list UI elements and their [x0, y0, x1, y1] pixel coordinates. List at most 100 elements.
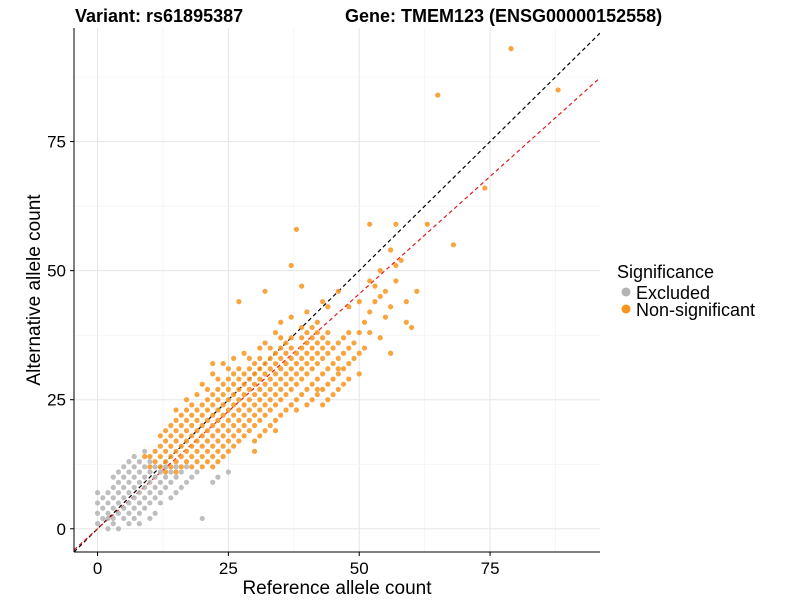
point-excluded	[94, 490, 101, 496]
point-non-significant	[183, 407, 190, 413]
point-non-significant	[283, 360, 289, 367]
point-non-significant	[278, 397, 284, 403]
point-non-significant	[335, 371, 341, 377]
point-non-significant	[236, 366, 242, 372]
point-non-significant	[168, 453, 174, 460]
point-non-significant	[225, 386, 231, 392]
point-non-significant	[220, 422, 226, 429]
point-non-significant	[220, 360, 226, 367]
point-non-significant	[215, 428, 221, 434]
point-non-significant	[215, 438, 221, 444]
point-excluded	[142, 484, 148, 491]
point-non-significant	[293, 226, 300, 232]
point-non-significant	[320, 335, 326, 341]
point-non-significant	[257, 397, 263, 403]
point-non-significant	[299, 355, 305, 362]
point-non-significant	[320, 299, 326, 305]
point-excluded	[126, 479, 132, 485]
point-non-significant	[168, 433, 174, 439]
point-excluded	[142, 448, 148, 454]
point-excluded	[94, 510, 101, 516]
point-non-significant	[157, 443, 163, 449]
legend: Significance Excluded Non-significant	[617, 262, 755, 320]
point-non-significant	[262, 381, 268, 387]
point-non-significant	[194, 438, 200, 444]
point-non-significant	[173, 417, 179, 423]
point-non-significant	[267, 376, 273, 382]
point-non-significant	[204, 407, 211, 413]
point-excluded	[136, 479, 143, 485]
point-non-significant	[482, 185, 488, 191]
point-excluded	[131, 484, 137, 491]
point-non-significant	[251, 402, 258, 408]
point-non-significant	[325, 329, 331, 336]
point-non-significant	[414, 288, 420, 294]
point-excluded	[162, 474, 169, 480]
point-non-significant	[210, 371, 216, 377]
point-non-significant	[231, 402, 237, 408]
x-axis-title: Reference allele count	[242, 578, 432, 599]
point-excluded	[110, 484, 116, 491]
point-excluded	[126, 459, 132, 465]
point-non-significant	[304, 371, 310, 377]
point-non-significant	[283, 381, 289, 387]
point-non-significant	[178, 422, 184, 429]
point-non-significant	[236, 397, 242, 403]
point-excluded	[152, 510, 158, 516]
point-non-significant	[278, 335, 284, 341]
point-excluded	[94, 521, 101, 527]
point-excluded	[126, 490, 132, 496]
point-non-significant	[288, 335, 294, 341]
point-non-significant	[215, 417, 221, 423]
point-non-significant	[278, 319, 284, 325]
point-non-significant	[241, 371, 247, 377]
point-non-significant	[272, 360, 279, 367]
point-non-significant	[325, 397, 331, 403]
point-non-significant	[288, 262, 294, 269]
point-non-significant	[314, 376, 320, 382]
point-non-significant	[210, 412, 216, 418]
point-non-significant	[272, 417, 279, 423]
point-non-significant	[283, 391, 289, 398]
point-non-significant	[283, 407, 289, 413]
point-excluded	[178, 484, 184, 491]
point-non-significant	[382, 314, 389, 320]
y-tick-label: 25	[47, 391, 66, 410]
point-non-significant	[178, 412, 184, 418]
point-non-significant	[272, 350, 279, 356]
point-excluded	[131, 495, 137, 501]
point-non-significant	[210, 391, 216, 398]
point-non-significant	[267, 345, 273, 351]
point-non-significant	[340, 335, 347, 341]
point-non-significant	[210, 433, 216, 439]
point-non-significant	[309, 335, 315, 341]
point-non-significant	[335, 366, 341, 372]
point-non-significant	[314, 386, 320, 392]
y-axis-ticks: 0 25 50 75	[47, 133, 74, 539]
point-non-significant	[189, 402, 195, 408]
legend-swatch-non-significant	[621, 304, 631, 314]
point-non-significant	[262, 340, 268, 346]
point-excluded	[126, 510, 132, 516]
point-excluded	[131, 505, 137, 511]
point-excluded	[105, 526, 111, 532]
point-excluded	[147, 479, 153, 485]
point-non-significant	[346, 376, 352, 382]
point-non-significant	[377, 335, 383, 341]
point-non-significant	[194, 417, 200, 423]
point-non-significant	[236, 376, 242, 382]
point-non-significant	[215, 376, 221, 382]
point-excluded	[199, 515, 205, 522]
point-non-significant	[320, 355, 326, 362]
point-non-significant	[225, 448, 231, 454]
point-non-significant	[204, 417, 211, 423]
point-non-significant	[225, 407, 231, 413]
point-non-significant	[288, 402, 294, 408]
point-non-significant	[251, 381, 258, 387]
point-non-significant	[293, 381, 300, 387]
point-excluded	[136, 521, 143, 527]
point-non-significant	[204, 428, 211, 434]
point-non-significant	[183, 428, 190, 434]
point-non-significant	[272, 371, 279, 377]
point-non-significant	[215, 386, 221, 392]
